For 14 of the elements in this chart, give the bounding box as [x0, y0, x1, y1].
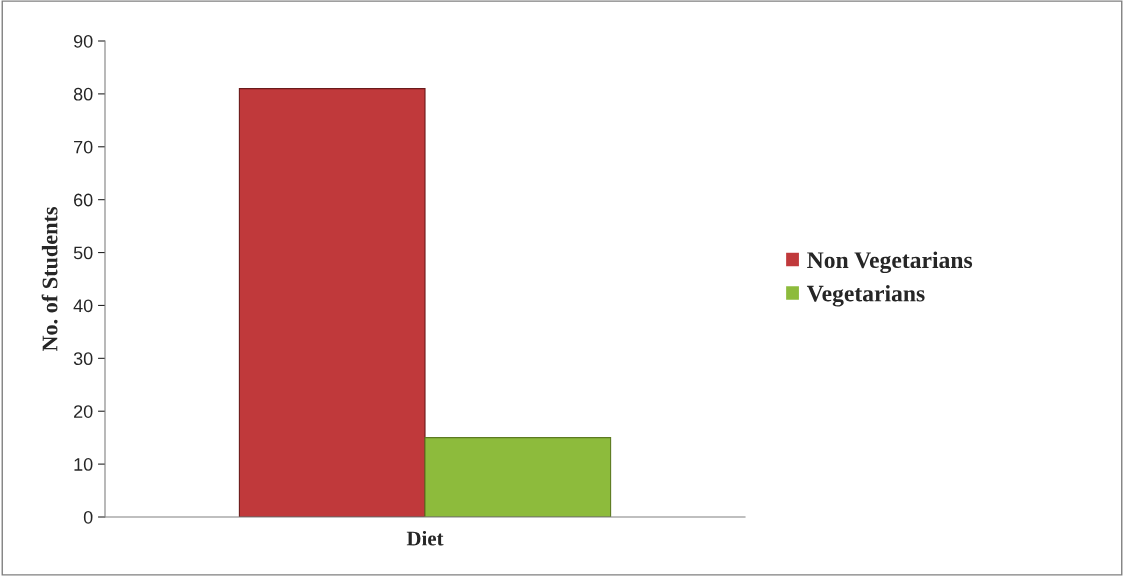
- y-tick-label: 20: [74, 405, 93, 418]
- y-tick-label: 70: [74, 140, 93, 154]
- y-tick-label: 50: [73, 246, 93, 260]
- y-axis-title: No. of Students: [41, 207, 58, 352]
- y-tick-label: 30: [73, 352, 93, 366]
- y-tick-label: 0: [83, 510, 93, 524]
- y-tick-label: 40: [73, 299, 93, 313]
- y-tick-label: 80: [73, 87, 93, 101]
- y-tick-label: 10: [74, 458, 93, 471]
- legend-label: Non Vegetarians: [807, 251, 973, 274]
- x-tick-label: Diet: [406, 530, 444, 546]
- y-tick-label: 90: [73, 34, 93, 48]
- y-tick-label: 60: [74, 193, 93, 207]
- legend-label: Vegetarians: [806, 284, 925, 307]
